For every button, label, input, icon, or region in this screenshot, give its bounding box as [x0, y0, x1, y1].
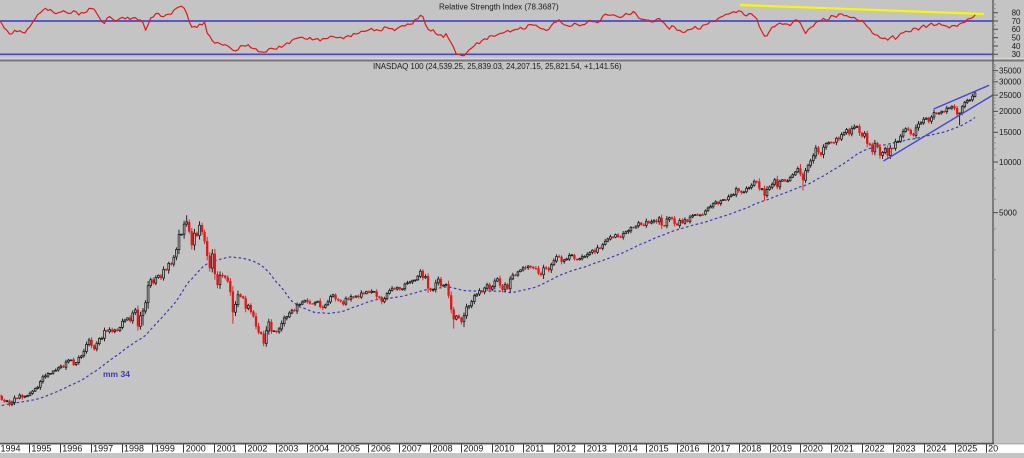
- svg-text:30: 30: [1012, 50, 1021, 59]
- svg-text:2005: 2005: [340, 444, 360, 453]
- svg-text:2020: 2020: [803, 444, 823, 453]
- svg-text:2002: 2002: [247, 444, 267, 453]
- svg-text:2018: 2018: [741, 444, 761, 453]
- svg-text:20000: 20000: [999, 107, 1022, 116]
- svg-text:10000: 10000: [999, 158, 1022, 167]
- svg-text:60: 60: [1012, 25, 1021, 34]
- svg-text:1996: 1996: [62, 444, 82, 453]
- svg-text:2019: 2019: [772, 444, 792, 453]
- svg-text:2014: 2014: [618, 444, 638, 453]
- svg-text:30000: 30000: [999, 78, 1022, 87]
- svg-text:2021: 2021: [834, 444, 854, 453]
- svg-text:50: 50: [1012, 33, 1021, 42]
- svg-text:35000: 35000: [999, 66, 1022, 75]
- svg-text:1997: 1997: [93, 444, 113, 453]
- svg-text:70: 70: [1012, 17, 1021, 26]
- svg-text:15000: 15000: [999, 128, 1022, 137]
- svg-text:2025: 2025: [957, 444, 977, 453]
- svg-text:2000: 2000: [186, 444, 206, 453]
- svg-text:2007: 2007: [402, 444, 422, 453]
- svg-text:2011: 2011: [525, 444, 544, 453]
- svg-text:1998: 1998: [124, 444, 144, 453]
- svg-text:25000: 25000: [999, 91, 1022, 100]
- svg-text:20: 20: [988, 444, 998, 453]
- svg-text:2022: 2022: [865, 444, 885, 453]
- svg-text:80: 80: [1012, 9, 1021, 18]
- svg-text:mm 34: mm 34: [103, 369, 130, 379]
- svg-text:2012: 2012: [556, 444, 576, 453]
- svg-text:5000: 5000: [999, 208, 1017, 217]
- svg-text:Relative Strength Index (78.36: Relative Strength Index (78.3687): [439, 3, 559, 12]
- svg-text:1994: 1994: [1, 444, 21, 453]
- svg-text:2010: 2010: [494, 444, 514, 453]
- svg-text:2009: 2009: [463, 444, 483, 453]
- svg-text:1999: 1999: [155, 444, 175, 453]
- svg-text:2006: 2006: [371, 444, 391, 453]
- svg-text:2024: 2024: [926, 444, 946, 453]
- svg-text:2003: 2003: [278, 444, 298, 453]
- svg-text:1995: 1995: [31, 444, 51, 453]
- svg-text:2023: 2023: [896, 444, 916, 453]
- svg-text:2015: 2015: [649, 444, 669, 453]
- svg-text:2008: 2008: [433, 444, 453, 453]
- svg-text:2001: 2001: [217, 444, 237, 453]
- svg-text:INASDAQ 100 (24,539.25, 25,839: INASDAQ 100 (24,539.25, 25,839.03, 24,20…: [373, 62, 622, 71]
- svg-text:2016: 2016: [680, 444, 700, 453]
- svg-text:2004: 2004: [309, 444, 329, 453]
- svg-text:40: 40: [1012, 42, 1021, 51]
- svg-text:2013: 2013: [587, 444, 607, 453]
- svg-text:2017: 2017: [710, 444, 730, 453]
